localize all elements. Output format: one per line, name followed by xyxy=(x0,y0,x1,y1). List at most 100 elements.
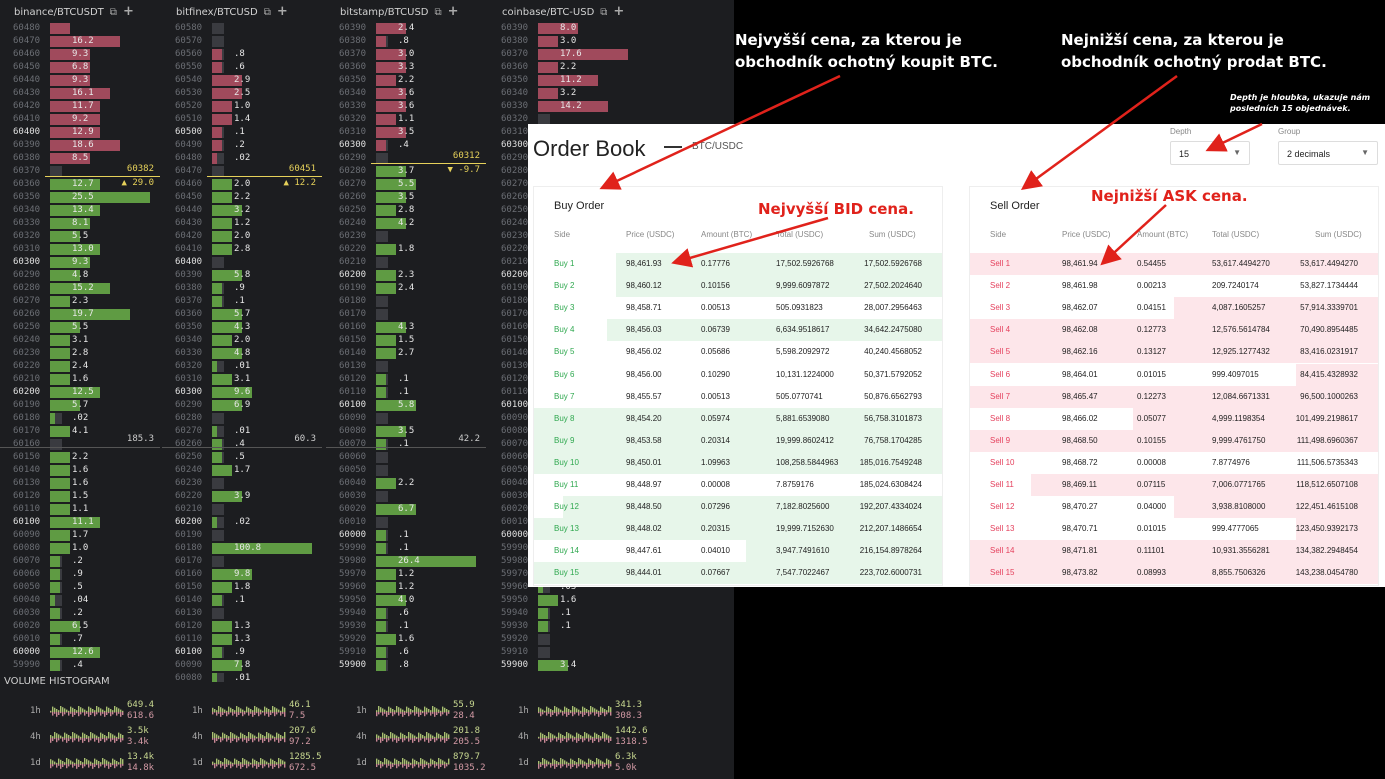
ladder-row[interactable]: 60090 xyxy=(326,412,486,425)
ladder-row[interactable]: 59950 4.0 xyxy=(326,594,486,607)
ladder-row[interactable]: 60290 6.9 xyxy=(162,399,322,412)
ladder-row[interactable]: 60140 2.7 xyxy=(326,347,486,360)
ladder-row[interactable]: 60350 25.5 xyxy=(0,191,160,204)
ladder-row[interactable]: 60250 2.8 xyxy=(326,204,486,217)
ladder-row[interactable]: 60380 8.5 xyxy=(0,152,160,165)
order-ladder-0[interactable]: binance/BTCUSDT ⧉ +60480 60470 16.2 60460 9.3 6… xyxy=(0,0,160,682)
ladder-row[interactable]: 59930 .1 xyxy=(326,620,486,633)
ladder-row[interactable]: 60260 19.7 xyxy=(0,308,160,321)
ladder-row[interactable]: 60500 .1 xyxy=(162,126,322,139)
ladder-row[interactable]: 60480 .02 xyxy=(162,152,322,165)
ladder-row[interactable]: 60580 xyxy=(162,22,322,35)
sell-order-row[interactable]: Sell 5 98,462.16 0.13127 12,925.1277432 83,4… xyxy=(970,341,1378,364)
ladder-row[interactable]: 59910 .6 xyxy=(326,646,486,659)
buy-order-row[interactable]: Buy 9 98,453.58 0.20314 19,999.8602412 76,75… xyxy=(534,429,942,452)
ladder-row[interactable]: 60000 .1 xyxy=(326,529,486,542)
sell-order-row[interactable]: Sell 12 98,470.27 0.04000 3,938.8108000 122,… xyxy=(970,496,1378,519)
ladder-row[interactable]: 60140 .1 xyxy=(162,594,322,607)
sell-order-row[interactable]: Sell 4 98,462.08 0.12773 12,576.5614784 70,4… xyxy=(970,319,1378,342)
ladder-row[interactable]: 60320 xyxy=(488,113,648,126)
ladder-row[interactable]: 60100 .9 xyxy=(162,646,322,659)
order-ladder-2[interactable]: bitstamp/BTCUSD ⧉ +60390 2.4 60380 .8 60370 3.0… xyxy=(326,0,486,682)
copy-icon[interactable]: ⧉ xyxy=(109,7,117,18)
ladder-row[interactable]: 60100 11.1 xyxy=(0,516,160,529)
ladder-row[interactable]: 60350 4.3 xyxy=(162,321,322,334)
ladder-row[interactable]: 60080 1.0 xyxy=(0,542,160,555)
ladder-row[interactable]: 60010 .7 xyxy=(0,633,160,646)
ladder-row[interactable]: 60220 1.8 xyxy=(326,243,486,256)
ladder-row[interactable]: 60230 xyxy=(326,230,486,243)
ladder-row[interactable]: 60000 12.6 xyxy=(0,646,160,659)
buy-order-row[interactable]: Buy 3 98,458.71 0.00513 505.0931823 28,007.2… xyxy=(534,297,942,319)
buy-order-row[interactable]: Buy 13 98,448.02 0.20315 19,999.7152630 212,… xyxy=(534,518,942,541)
ladder-row[interactable]: 60120 1.3 xyxy=(162,620,322,633)
ladder-row[interactable]: 60390 2.4 xyxy=(326,22,486,35)
ladder-row[interactable]: 60280 xyxy=(162,412,322,425)
sell-order-row[interactable]: Sell 8 98,466.02 0.05077 4,999.1198354 101,4… xyxy=(970,407,1378,430)
ladder-row[interactable]: 60520 1.0 xyxy=(162,100,322,113)
ladder-row[interactable]: 60310 3.5 xyxy=(326,126,486,139)
ladder-row[interactable]: 60350 11.2 xyxy=(488,74,648,87)
ladder-row[interactable]: 60360 5.7 xyxy=(162,308,322,321)
ladder-row[interactable]: 60370 xyxy=(0,165,160,178)
ladder-row[interactable]: 60120 .1 xyxy=(326,373,486,386)
ladder-row[interactable]: 60210 1.6 xyxy=(0,373,160,386)
ladder-row[interactable]: 60240 1.7 xyxy=(162,464,322,477)
copy-icon[interactable]: ⧉ xyxy=(600,7,608,18)
copy-icon[interactable]: ⧉ xyxy=(434,7,442,18)
copy-icon[interactable]: ⧉ xyxy=(263,7,271,18)
ladder-row[interactable]: 59900 .8 xyxy=(326,659,486,672)
ladder-row[interactable]: 60210 xyxy=(326,256,486,269)
ladder-row[interactable]: 60200 2.3 xyxy=(326,269,486,282)
ladder-row[interactable]: 60330 3.6 xyxy=(326,100,486,113)
ladder-row[interactable]: 60070 .2 xyxy=(0,555,160,568)
ladder-row[interactable]: 60360 2.2 xyxy=(488,61,648,74)
ladder-row[interactable]: 60220 2.4 xyxy=(0,360,160,373)
sell-order-row[interactable]: Sell 7 98,465.47 0.12273 12,084.6671331 96,5… xyxy=(970,385,1378,408)
ladder-row[interactable]: 60530 2.5 xyxy=(162,87,322,100)
ladder-row[interactable]: 60160 xyxy=(0,438,160,451)
buy-order-row[interactable]: Buy 5 98,456.02 0.05686 5,598.2092972 40,240… xyxy=(534,341,942,363)
ladder-row[interactable]: 59960 1.2 xyxy=(326,581,486,594)
buy-order-row[interactable]: Buy 6 98,456.00 0.10290 10,131.1224000 50,37… xyxy=(534,364,942,386)
add-icon[interactable]: + xyxy=(276,4,288,19)
ladder-row[interactable]: 60090 1.7 xyxy=(0,529,160,542)
ladder-row[interactable]: 60300 9.3 xyxy=(0,256,160,269)
ladder-row[interactable]: 60380 3.0 xyxy=(488,35,648,48)
ladder-row[interactable]: 60150 1.5 xyxy=(326,334,486,347)
ladder-row[interactable]: 60460 2.0 xyxy=(162,178,322,191)
ladder-row[interactable]: 60510 1.4 xyxy=(162,113,322,126)
ladder-row[interactable]: 60080 .01 xyxy=(162,672,322,682)
ladder-row[interactable]: 60380 .9 xyxy=(162,282,322,295)
ladder-row[interactable]: 60140 1.6 xyxy=(0,464,160,477)
ladder-row[interactable]: 60230 2.8 xyxy=(0,347,160,360)
ladder-row[interactable]: 60220 3.9 xyxy=(162,490,322,503)
add-icon[interactable]: + xyxy=(613,4,625,19)
ladder-row[interactable]: 60320 5.5 xyxy=(0,230,160,243)
ladder-row[interactable]: 60190 2.4 xyxy=(326,282,486,295)
ladder-row[interactable]: 60400 12.9 xyxy=(0,126,160,139)
sell-order-row[interactable]: Sell 15 98,473.82 0.08993 8,855.7506326 143,… xyxy=(970,562,1378,585)
add-icon[interactable]: + xyxy=(122,4,134,19)
ladder-row[interactable]: 60440 9.3 xyxy=(0,74,160,87)
ladder-row[interactable]: 60010 xyxy=(326,516,486,529)
ladder-row[interactable]: 60300 .4 xyxy=(326,139,486,152)
ladder-row[interactable]: 60390 18.6 xyxy=(0,139,160,152)
ladder-row[interactable]: 60540 2.9 xyxy=(162,74,322,87)
ladder-row[interactable]: 60020 6.5 xyxy=(0,620,160,633)
ladder-row[interactable]: 60030 xyxy=(326,490,486,503)
ladder-row[interactable]: 60130 1.6 xyxy=(0,477,160,490)
ladder-row[interactable]: 59920 1.6 xyxy=(326,633,486,646)
ladder-row[interactable]: 60070 .1 xyxy=(326,438,486,451)
ladder-row[interactable]: 60270 2.3 xyxy=(0,295,160,308)
ladder-row[interactable]: 60360 3.3 xyxy=(326,61,486,74)
ladder-row[interactable]: 60370 .1 xyxy=(162,295,322,308)
add-icon[interactable]: + xyxy=(447,4,459,19)
ladder-row[interactable]: 60330 4.8 xyxy=(162,347,322,360)
ladder-row[interactable]: 60230 xyxy=(162,477,322,490)
sell-order-row[interactable]: Sell 3 98,462.07 0.04151 4,087.1605257 57,91… xyxy=(970,297,1378,320)
ladder-row[interactable]: 60270 .01 xyxy=(162,425,322,438)
ladder-row[interactable]: 60370 17.6 xyxy=(488,48,648,61)
ladder-row[interactable]: 60200 12.5 xyxy=(0,386,160,399)
sell-order-row[interactable]: Sell 1 98,461.94 0.54455 53,617.4494270 53,6… xyxy=(970,253,1378,275)
